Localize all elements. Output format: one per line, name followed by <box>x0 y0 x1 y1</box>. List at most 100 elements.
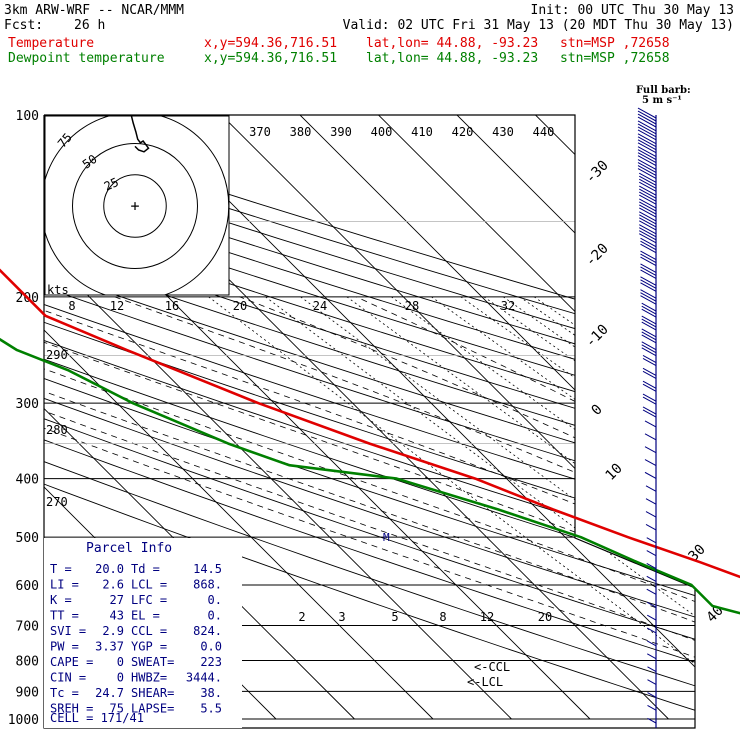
wind-barb-flag <box>647 666 657 672</box>
wind-barb-flag <box>640 237 657 248</box>
forecast-hour: 26 h <box>74 18 106 33</box>
theta-label-top: 430 <box>492 125 514 139</box>
wind-barb-flag <box>640 266 657 276</box>
wind-barb-flag <box>640 253 657 264</box>
wind-barb-flag <box>637 159 657 170</box>
mixing-ratio-label-low: 12 <box>480 610 494 624</box>
wind-barb-flag <box>640 269 657 279</box>
parcel-param-label: LFC = <box>131 593 167 607</box>
wind-barb-flag <box>640 263 657 273</box>
parcel-param-value: 0. <box>208 593 222 607</box>
wind-barb-flag <box>637 120 657 132</box>
mixing-ratio-line <box>391 296 695 720</box>
wind-barb-flag <box>640 276 657 286</box>
wind-barb-flag <box>642 396 657 405</box>
pressure-tick-label: 800 <box>16 654 39 669</box>
wind-barb-flag <box>641 347 657 357</box>
wind-barb-flag <box>642 357 657 367</box>
parcel-param-label: SWEAT= <box>131 655 174 669</box>
moist-adiabat-line <box>44 296 695 720</box>
wind-barb-flag <box>639 224 657 235</box>
hodograph-ring-label: 25 <box>102 175 121 194</box>
wind-barb-flag <box>644 459 657 466</box>
ccl-label: <-CCL <box>474 660 510 674</box>
init-time: Init: 00 UTC Thu 30 May 13 <box>530 3 735 18</box>
wind-barb-flag <box>640 282 657 292</box>
wind-barb-flag <box>641 308 657 318</box>
pressure-tick-label: 600 <box>16 579 39 594</box>
wind-barb-flag <box>637 165 657 176</box>
wind-barb-flag <box>640 279 657 289</box>
wind-barb-flag <box>645 523 657 531</box>
parcel-param-value: 3.37 <box>95 640 124 654</box>
dewpoint-profile-line <box>0 337 740 615</box>
parcel-param-value: 27 <box>110 593 124 607</box>
parcel-param-label: TT = <box>50 609 79 623</box>
wind-barb-flag <box>637 136 657 148</box>
profile-marker-label: M <box>383 531 390 544</box>
isotherm-label-right: -10 <box>583 322 612 351</box>
wind-barb-flag <box>647 692 657 698</box>
wind-barb-flag <box>639 227 657 238</box>
wind-barb-flag <box>642 393 657 402</box>
wind-barb-flag <box>639 201 657 212</box>
wind-barb-flag <box>639 178 657 189</box>
wind-barb-flag <box>639 233 657 244</box>
wind-barb-flag <box>637 113 657 125</box>
parcel-param-value: 14.5 <box>193 562 222 576</box>
mixing-ratio-line <box>502 296 695 720</box>
mixing-ratio-line <box>519 296 695 720</box>
parcel-param-label: HWBZ= <box>131 671 167 685</box>
wind-barb-flag <box>637 152 657 164</box>
parcel-param-label: LAPSE= <box>131 702 174 716</box>
theta-label-top: 390 <box>330 125 352 139</box>
wind-barb-flag <box>637 155 657 167</box>
dewpoint-xy: x,y=594.36,716.51 <box>204 51 338 66</box>
wind-barb-flag <box>637 126 657 138</box>
wind-barb-flag <box>642 370 657 379</box>
parcel-param-value: 5.5 <box>200 702 222 716</box>
parcel-param-label: LI = <box>50 578 79 592</box>
mixing-ratio-label-low: 20 <box>538 610 552 624</box>
parcel-param-label: Td = <box>131 562 160 576</box>
mixing-ratio-line <box>483 296 695 720</box>
wind-barb-flag <box>641 315 657 325</box>
wind-barb-flag <box>646 550 657 557</box>
temperature-legend: Temperature <box>8 36 95 51</box>
mixing-ratio-label-200: 32 <box>501 299 515 313</box>
lcl-label: <-LCL <box>467 675 503 689</box>
isotherm-label-right: 0 <box>589 402 606 419</box>
parcel-param-value: 824. <box>193 624 222 638</box>
parcel-param-label: PW = <box>50 640 79 654</box>
wind-barb-flag <box>640 289 657 299</box>
wind-barb-flag <box>637 146 657 158</box>
wind-barb-flag <box>642 383 657 392</box>
wind-barb-flag <box>639 198 657 209</box>
parcel-param-value: 0 <box>117 655 124 669</box>
wind-barb-flag <box>642 354 657 364</box>
parcel-param-label: SHEAR= <box>131 686 174 700</box>
parcel-param-value: 868. <box>193 578 222 592</box>
theta-label-top: 440 <box>533 125 555 139</box>
parcel-param-value: 2.6 <box>102 578 124 592</box>
wind-barb-flag <box>639 194 657 205</box>
isotherm-line <box>692 115 695 720</box>
wind-barb-flag <box>639 211 657 222</box>
barb-unit: 5 m s⁻¹ <box>642 95 682 106</box>
hodograph-ring-label: 50 <box>80 152 100 172</box>
dry-adiabat-line <box>44 115 695 720</box>
parcel-param-value: 0.0 <box>200 640 222 654</box>
parcel-param-label: T = <box>50 562 72 576</box>
wind-barb-flag <box>647 679 657 685</box>
wind-barb-flag <box>642 406 657 415</box>
pressure-tick-label: 700 <box>16 619 39 634</box>
wind-barb-flag <box>647 614 657 621</box>
mixing-ratio-label-200: 8 <box>68 299 75 313</box>
dewpoint-station: stn=MSP ,72658 <box>560 51 670 66</box>
isotherm-label-right: 10 <box>603 461 626 484</box>
wind-barb-flag <box>639 220 657 231</box>
wind-barb-flag <box>640 250 657 261</box>
wind-barb-flag <box>641 341 657 351</box>
wind-barb-flag <box>642 380 657 389</box>
